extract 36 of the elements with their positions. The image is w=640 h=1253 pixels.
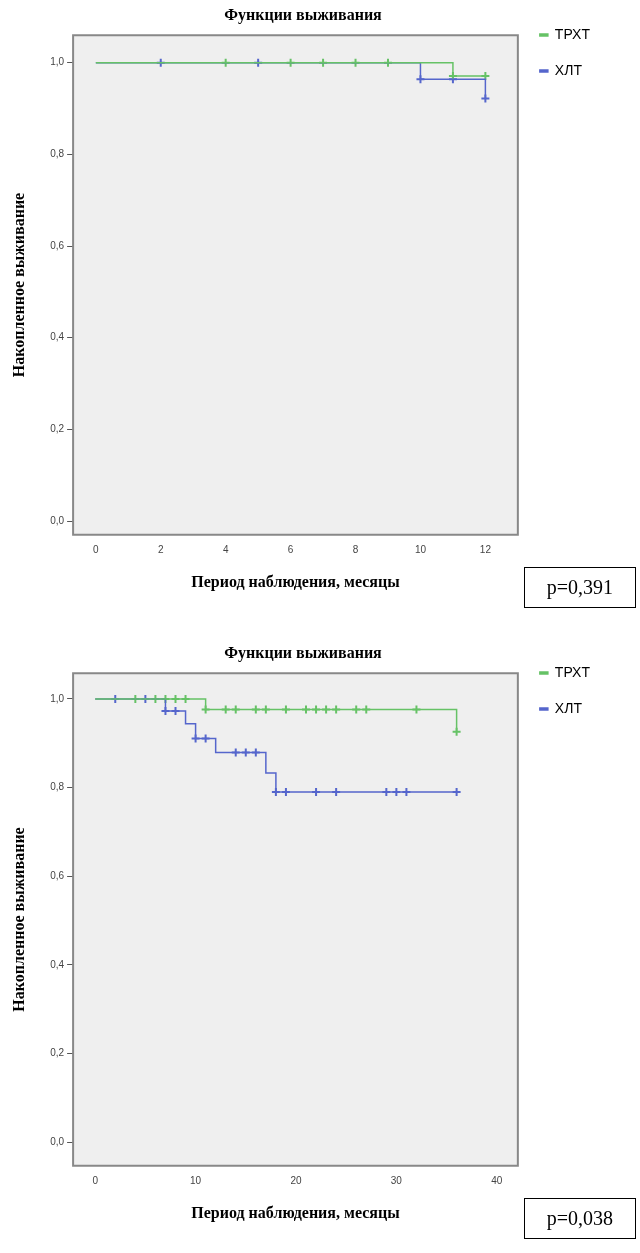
text: p=0,391 xyxy=(523,567,636,608)
chart-title: Функции выживания xyxy=(224,5,383,24)
x-tick-label: 8 xyxy=(352,543,359,555)
x-tick-label: 10 xyxy=(190,1174,202,1186)
y-tick-label: 0,6 xyxy=(50,239,65,251)
y-tick-label: 0,4 xyxy=(50,331,65,343)
x-tick-label: 6 xyxy=(287,543,294,555)
x-tick-label: 10 xyxy=(414,543,427,555)
y-tick-label: 0,4 xyxy=(50,958,65,970)
legend-label: ТРХТ xyxy=(554,25,591,42)
y-tick-label: 1,0 xyxy=(50,56,65,68)
legend-label: ТРХТ xyxy=(554,663,591,680)
x-tick-label: 12 xyxy=(479,543,492,555)
y-tick-label: 0,8 xyxy=(50,148,65,160)
text: p=0,038 xyxy=(523,1198,636,1239)
x-axis-title: Период наблюдения, месяцы xyxy=(191,1203,401,1222)
y-tick-label: 0,0 xyxy=(50,514,65,526)
y-tick-label: 0,2 xyxy=(50,423,65,435)
x-tick-label: 4 xyxy=(222,543,229,555)
legend-label: ХЛТ xyxy=(554,61,583,78)
y-tick-label: 0,6 xyxy=(50,870,65,882)
chart-title: Функции выживания xyxy=(224,643,383,662)
x-tick-label: 20 xyxy=(290,1174,302,1186)
y-axis-title: Накопленное выживание xyxy=(9,192,27,378)
legend-label: ХЛТ xyxy=(554,699,583,716)
x-tick-label: 0 xyxy=(92,1174,99,1186)
y-tick-label: 1,0 xyxy=(50,692,65,704)
y-tick-label: 0,8 xyxy=(50,781,65,793)
x-axis-title: Период наблюдения, месяцы xyxy=(191,572,401,591)
x-tick-label: 2 xyxy=(157,543,164,555)
x-tick-label: 40 xyxy=(491,1174,503,1186)
x-tick-label: 0 xyxy=(93,543,100,555)
x-tick-label: 30 xyxy=(390,1174,403,1186)
y-axis-title: Накопленное выживание xyxy=(9,827,27,1012)
y-tick-label: 0,0 xyxy=(50,1136,65,1148)
y-tick-label: 0,2 xyxy=(50,1047,65,1059)
